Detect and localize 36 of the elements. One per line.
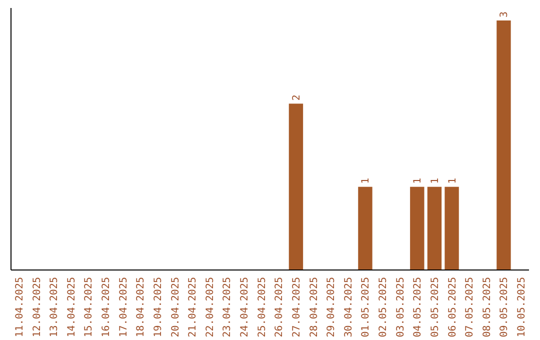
- x-tick-label: 15.04.2025: [84, 277, 95, 338]
- data-label: 1: [430, 178, 441, 184]
- x-tick-label: 01.05.2025: [360, 277, 372, 338]
- x-tick-label: 11.04.2025: [14, 277, 26, 338]
- x-tick-label: 20.04.2025: [170, 277, 182, 338]
- x-tick-label: 19.04.2025: [152, 277, 164, 338]
- x-tick-label: 07.05.2025: [464, 277, 476, 338]
- x-tick-label: 08.05.2025: [482, 277, 493, 338]
- x-tick-label: 03.05.2025: [395, 277, 406, 338]
- data-label: 1: [447, 178, 458, 184]
- x-tick-label: 17.04.2025: [118, 277, 130, 338]
- x-tick-label: 23.04.2025: [222, 277, 234, 338]
- data-label: 1: [360, 178, 372, 184]
- x-tick-label: 16.04.2025: [101, 277, 112, 338]
- x-tick-label: 14.04.2025: [66, 277, 78, 338]
- x-tick-label: 05.05.2025: [430, 277, 441, 338]
- data-label: 3: [499, 11, 510, 18]
- x-tick-label: 12.04.2025: [32, 277, 43, 338]
- x-tick-label: 24.04.2025: [240, 277, 251, 338]
- x-tick-label: 13.04.2025: [49, 277, 60, 338]
- data-label: 1: [412, 178, 424, 184]
- x-tick-label: 04.05.2025: [412, 277, 424, 338]
- x-tick-label: 25.04.2025: [256, 277, 268, 338]
- x-tick-label: 06.05.2025: [447, 277, 458, 338]
- x-tick-label: 10.05.2025: [516, 277, 528, 338]
- x-tick-label: 26.04.2025: [274, 277, 286, 338]
- x-tick-label: 18.04.2025: [136, 277, 147, 338]
- data-label: 2: [291, 94, 302, 101]
- x-tick-label: 30.04.2025: [343, 277, 354, 338]
- x-tick-label: 28.04.2025: [308, 277, 320, 338]
- x-tick-label: 21.04.2025: [188, 277, 199, 338]
- x-tick-label: 09.05.2025: [499, 277, 510, 338]
- x-tick-label: 02.05.2025: [378, 277, 390, 338]
- x-tick-label: 22.04.2025: [204, 277, 216, 338]
- x-tick-label: 29.04.2025: [326, 277, 338, 338]
- x-tick-label: 27.04.2025: [291, 277, 302, 338]
